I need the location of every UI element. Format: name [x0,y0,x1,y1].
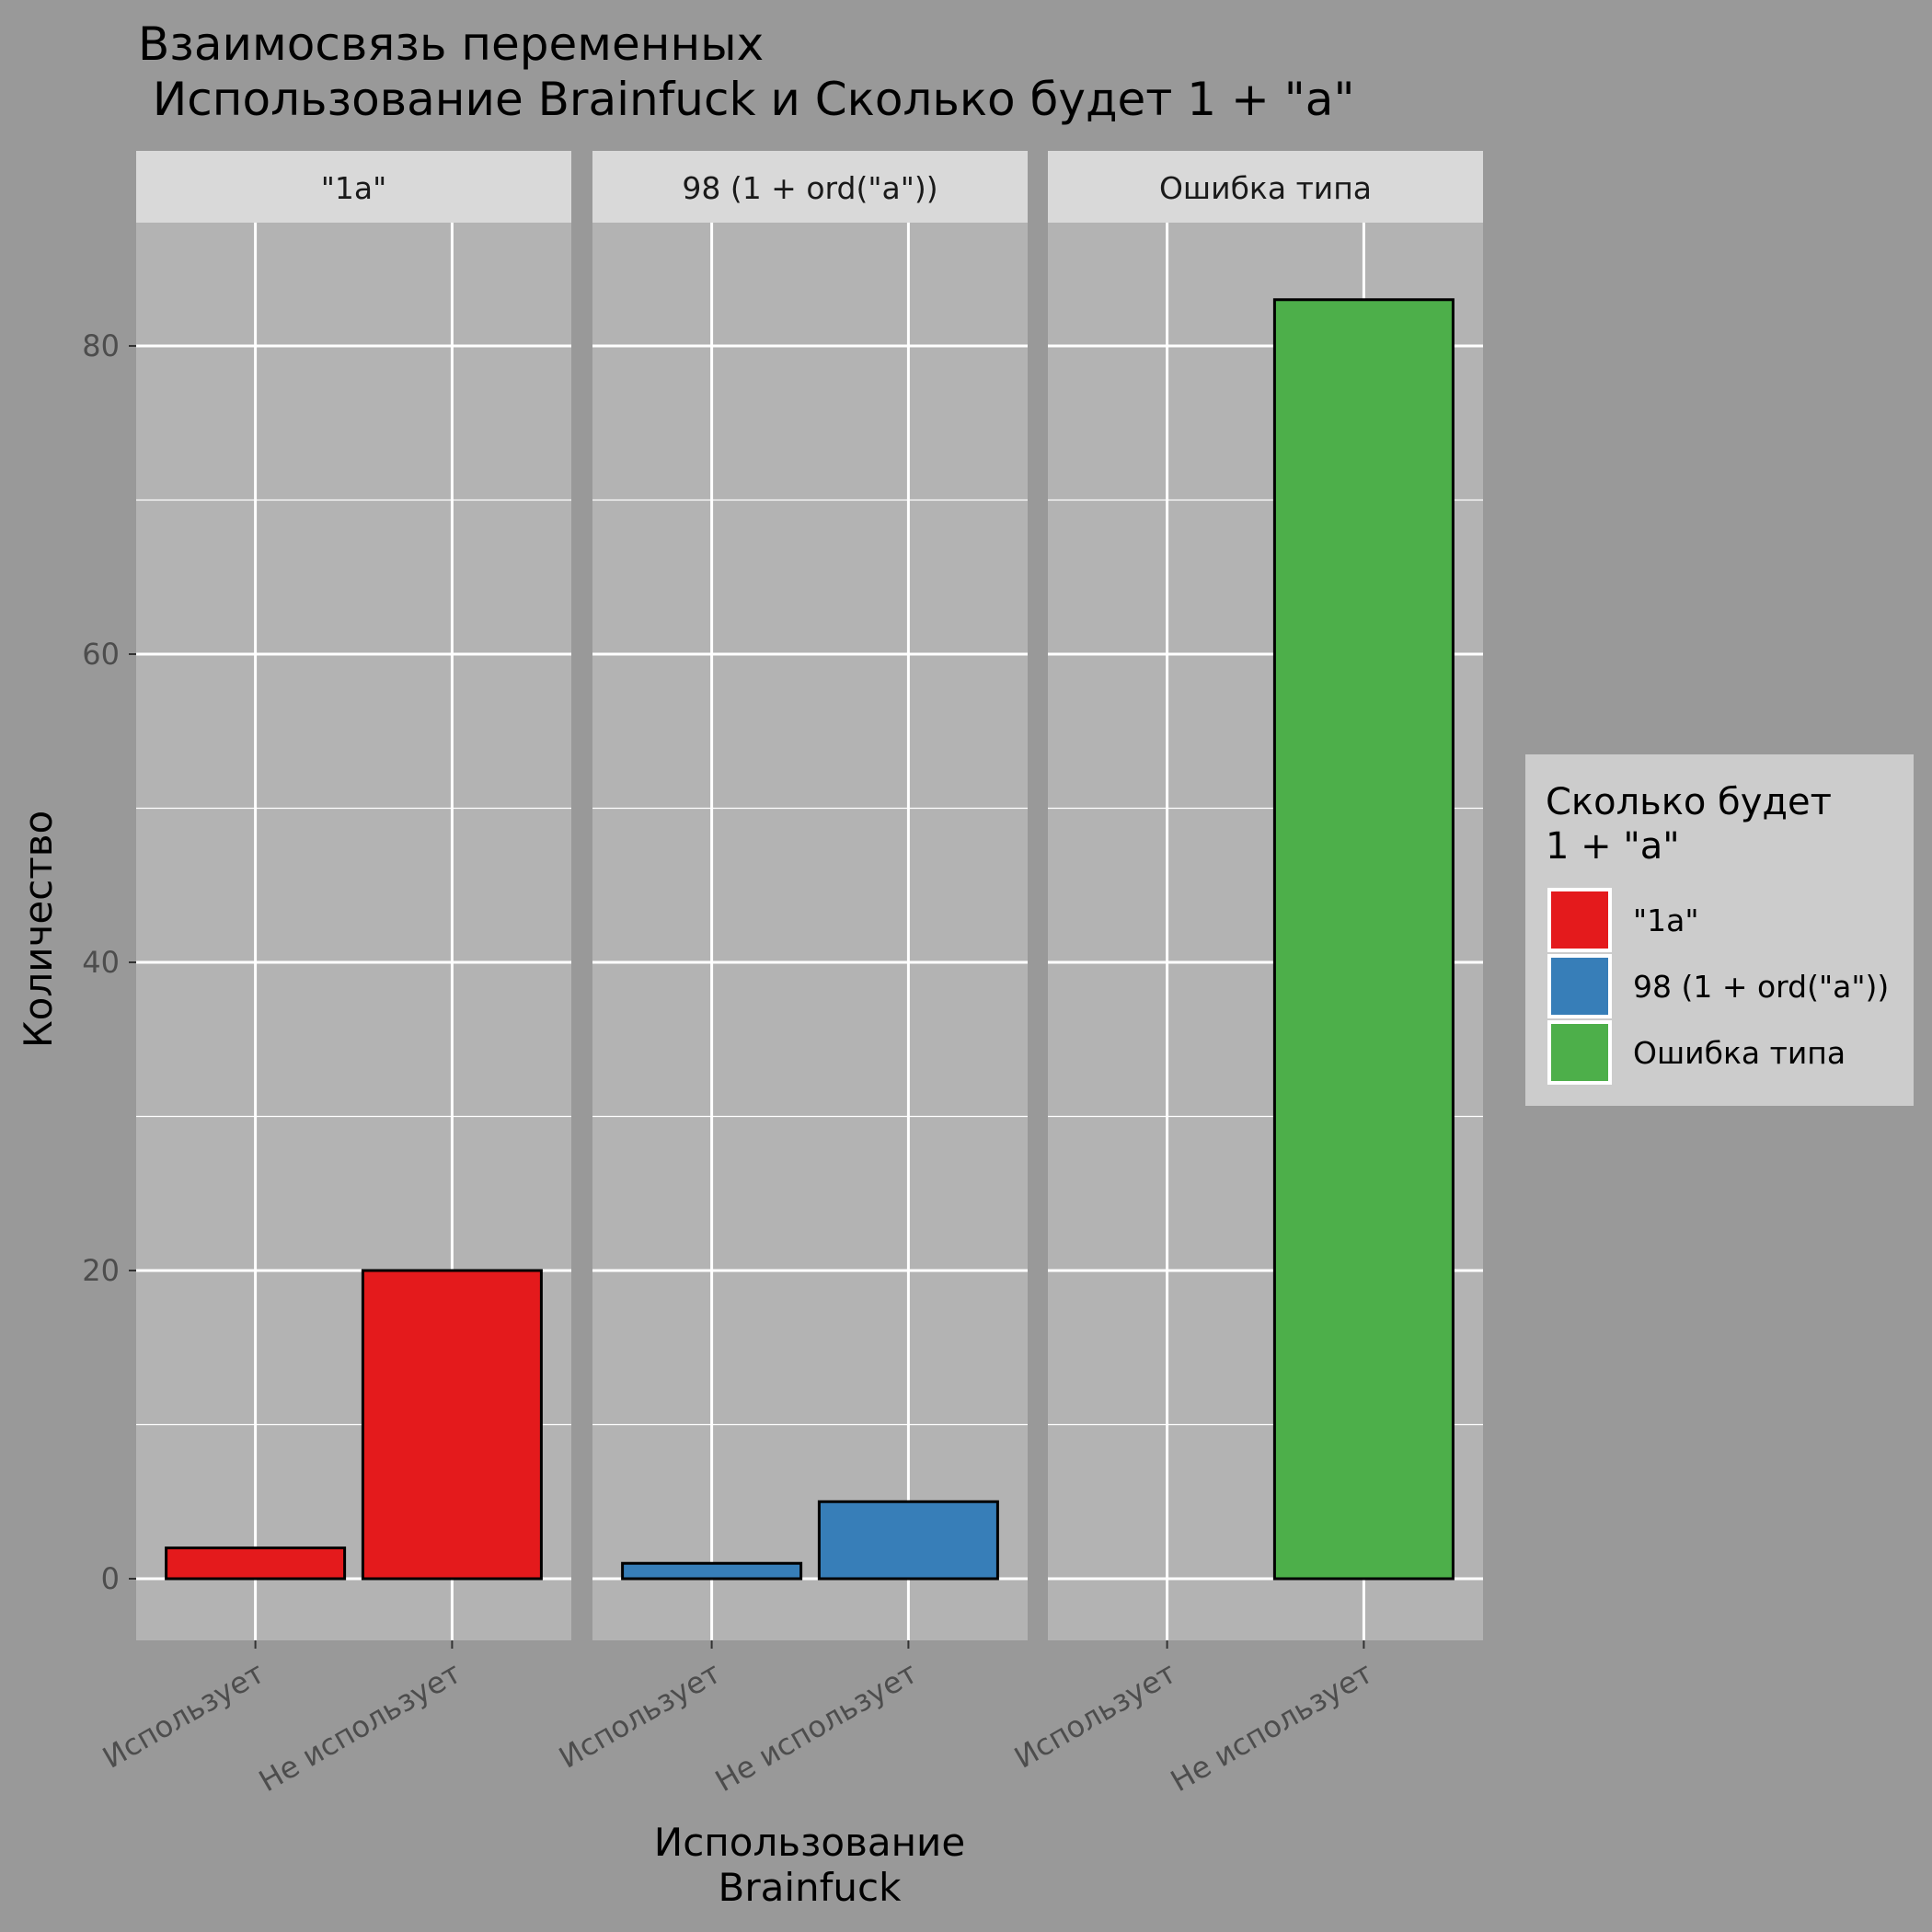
bar [361,1269,543,1581]
legend-items: "1a" 98 (1 + ord("a")) Ошибка типа [1547,888,1889,1085]
y-tick-label: 0 [101,1561,120,1596]
chart-title-line-2: Использование Brainfuck и Сколько будет … [138,73,1354,126]
y-tick-label: 80 [82,328,120,363]
legend-key [1549,956,1610,1017]
legend-key [1549,1022,1610,1083]
facet-strip [136,151,571,223]
legend: Сколько будет 1 + "a" "1a" 98 (1 + ord("a… [1525,754,1914,1106]
y-axis: 0 20 40 60 80 [82,328,136,1596]
legend-item-label: Ошибка типа [1633,1035,1846,1071]
legend-key [1549,890,1610,950]
panel-background [592,223,1028,1640]
x-axis-title-line-2: Brainfuck [719,1865,903,1910]
y-tick-label: 20 [82,1253,120,1288]
facet-strip [592,151,1028,223]
facet-strip-label: 98 (1 + ord("a")) [682,170,937,206]
y-tick-label: 60 [82,637,120,672]
x-axis-title-line-1: Использование [654,1820,965,1865]
legend-title-line-1: Сколько будет [1546,781,1832,823]
bar [1272,298,1455,1581]
chart-title-line-1: Взаимосвязь переменных [138,17,764,71]
facet-strip-label: "1a" [321,170,387,206]
legend-title-line-2: 1 + "a" [1546,825,1680,868]
bar [817,1500,999,1581]
facet-strip [1048,151,1483,223]
facet-strip-label: Ошибка типа [1159,170,1372,206]
y-tick-label: 40 [82,945,120,980]
y-axis-title: Количество [16,811,61,1048]
legend-item-label: 98 (1 + ord("a")) [1633,969,1889,1005]
bar [621,1561,803,1581]
legend-item-label: "1a" [1633,903,1699,938]
bar [165,1547,347,1581]
